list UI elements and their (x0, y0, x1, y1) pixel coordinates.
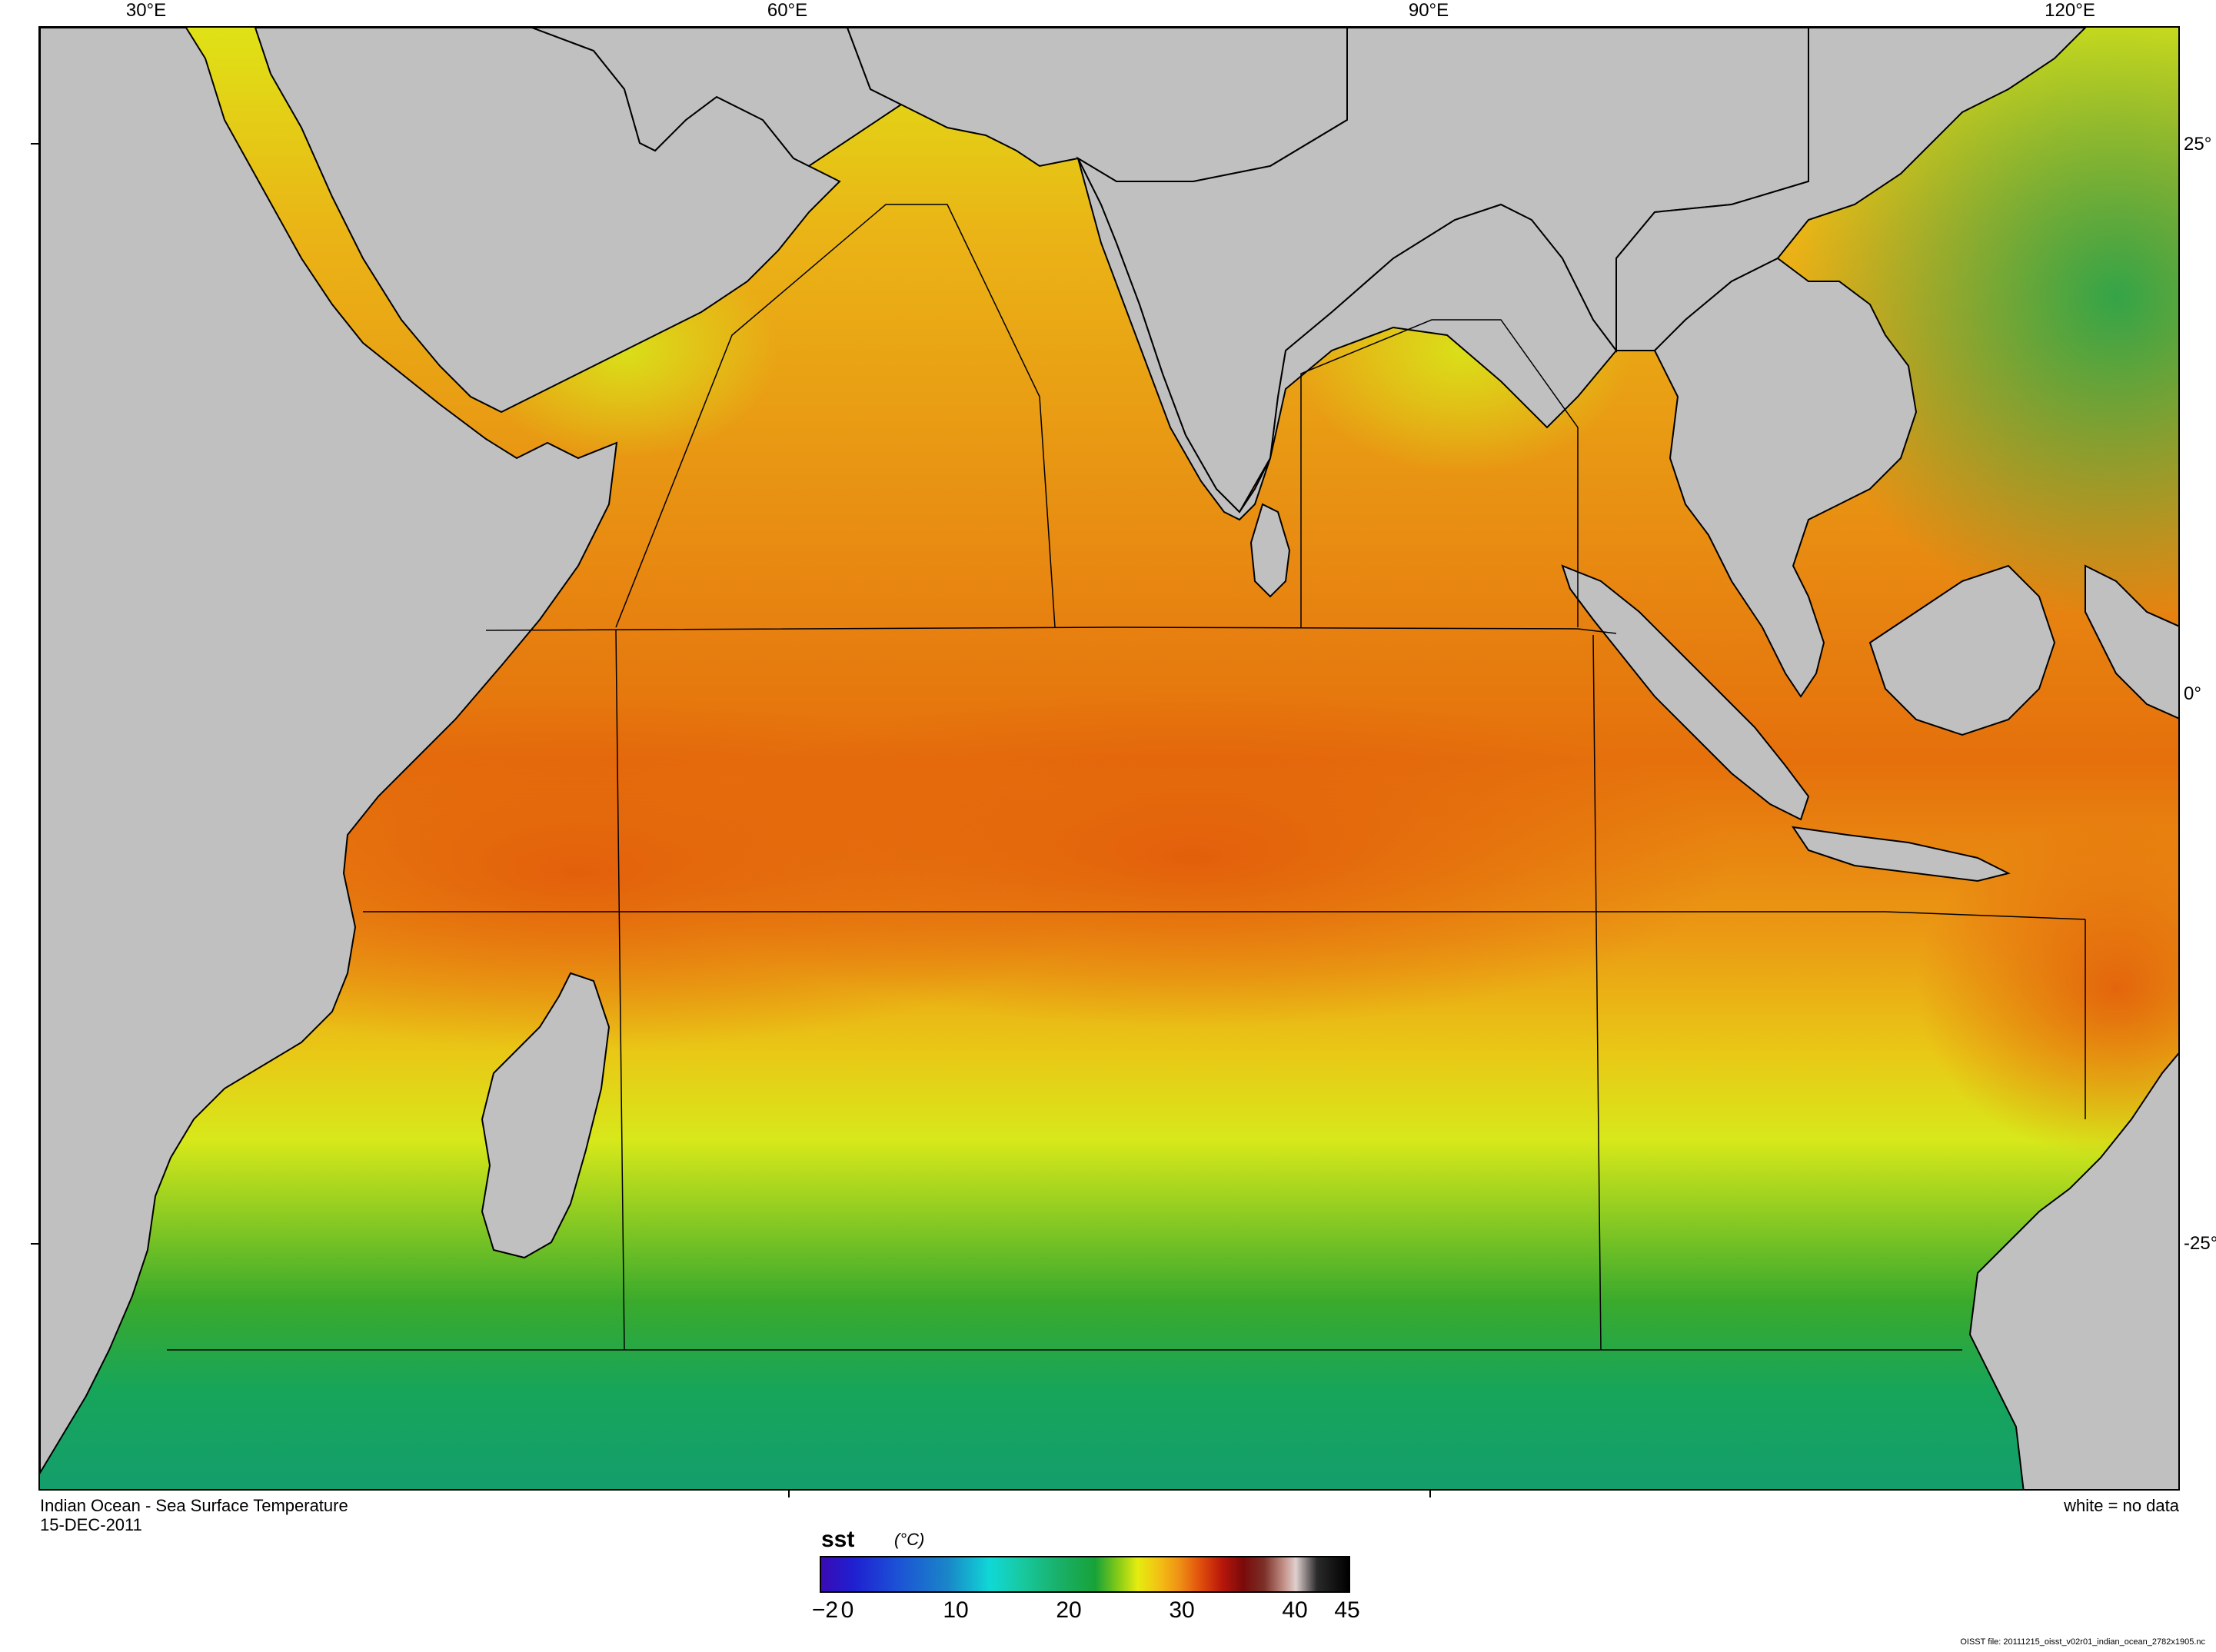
warm-pool-central (655, 689, 1732, 1027)
sst-map-canvas (40, 28, 2178, 1489)
boundary-equator-south (363, 911, 2086, 920)
lat-label-25s: -25° (2184, 1233, 2216, 1254)
land (40, 28, 2178, 1489)
sri-lanka (1249, 503, 1291, 598)
boundary-bay-of-bengal (1300, 319, 1579, 627)
africa-landmass (40, 28, 618, 1474)
boundary-equator-north (485, 627, 1617, 634)
indochina-malay-peninsula (1653, 257, 1918, 698)
sst-map (38, 26, 2180, 1491)
tick-mark-25s-left (31, 1243, 38, 1245)
region-boundaries (167, 204, 2086, 1351)
tick-mark-25n-left (31, 143, 38, 145)
madagascar (481, 972, 611, 1259)
borneo (1868, 564, 2056, 736)
lon-label-120e: 120°E (2045, 0, 2095, 21)
file-note: OISST file: 20111215_oisst_v02r01_indian… (1960, 1637, 2205, 1647)
lon-label-90e: 90°E (1408, 0, 1449, 21)
lon-label-30e: 30°E (125, 0, 167, 21)
colorbar-tick-40: 40 (1282, 1597, 1308, 1623)
sulawesi-region (2085, 564, 2178, 720)
colorbar-variable: sst (821, 1527, 855, 1552)
warm-pool-east (1916, 819, 2178, 1158)
colorbar-tick-10: 10 (943, 1597, 969, 1623)
sumatra (1561, 564, 1810, 821)
colorbar-tick-20: 20 (1056, 1597, 1082, 1623)
boundary-east-vertical (1592, 634, 1602, 1351)
colorbar (820, 1556, 1350, 1593)
map-date: 15-DEC-2011 (40, 1515, 142, 1534)
tick-mark-60e-bottom (788, 1490, 790, 1497)
tick-mark-90e-bottom (1429, 1490, 1431, 1497)
colorbar-tick-45: 45 (1334, 1597, 1360, 1623)
colorbar-tick-0: 0 (840, 1597, 854, 1623)
lat-label-25n: 25° (2184, 134, 2212, 155)
australia-west-coast (1968, 1052, 2178, 1489)
no-data-note: white = no data (2064, 1496, 2179, 1515)
map-title: Indian Ocean - Sea Surface Temperature (40, 1496, 348, 1515)
lon-label-60e: 60°E (767, 0, 808, 21)
java (1791, 826, 2011, 883)
boundary-arabian-sea (615, 204, 1056, 628)
colorbar-tick-30: 30 (1169, 1597, 1195, 1623)
colorbar-tick-minus2: −2 (811, 1597, 839, 1623)
boundary-west-vertical (615, 630, 625, 1351)
lat-label-0: 0° (2184, 683, 2201, 704)
colorbar-unit: (°C) (894, 1530, 925, 1549)
